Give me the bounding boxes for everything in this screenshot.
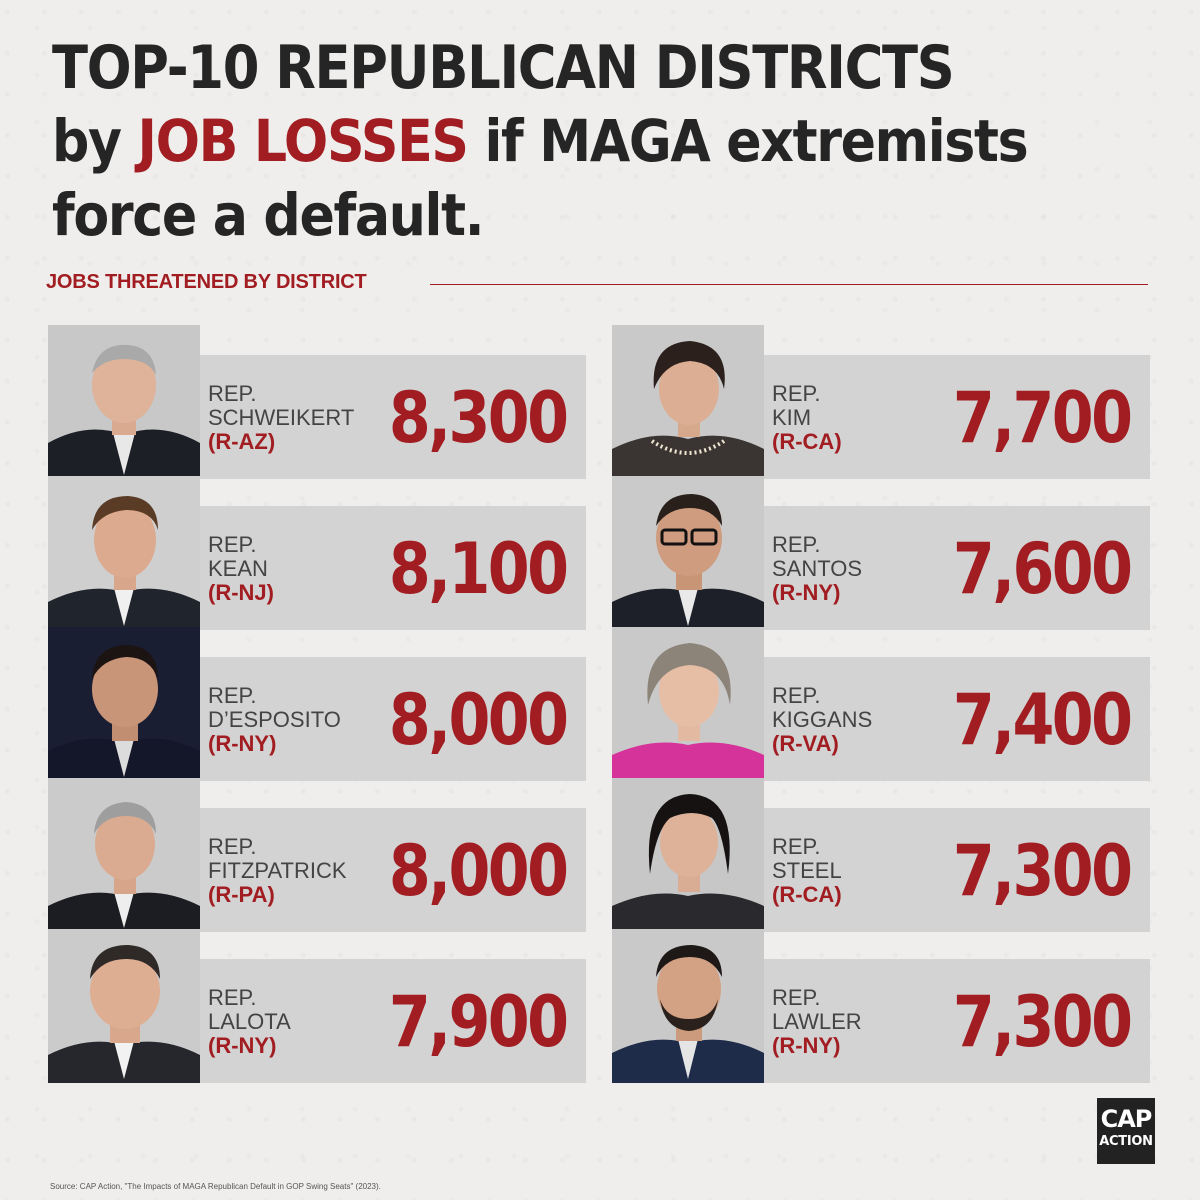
jobs-value: 7,400 (952, 679, 1132, 761)
rep-name: LAWLER (772, 1009, 862, 1034)
rep-name-block: REP. KEAN (R-NJ) (208, 533, 274, 605)
rep-party: (R-NY) (772, 1033, 841, 1058)
headline-line-2-suffix: if MAGA extremists (467, 107, 1028, 175)
portrait-santos-icon (612, 476, 764, 630)
rep-name-block: REP. FITZPATRICK (R-PA) (208, 835, 347, 907)
rep-party: (R-CA) (772, 429, 842, 454)
jobs-value: 7,900 (388, 981, 568, 1063)
logo-line-1: CAP (1100, 1105, 1153, 1133)
portrait-desposito-icon (48, 627, 200, 781)
rep-name-block: REP. LALOTA (R-NY) (208, 986, 291, 1058)
source-note: Source: CAP Action, "The Impacts of MAGA… (50, 1182, 381, 1191)
rep-name-block: REP. LAWLER (R-NY) (772, 986, 862, 1058)
rep-party: (R-PA) (208, 882, 275, 907)
rep-prefix: REP. (208, 834, 257, 859)
rep-name: KIGGANS (772, 707, 873, 732)
rep-prefix: REP. (208, 985, 257, 1010)
rep-card-kiggans: REP. KIGGANS (R-VA) 7,400 (612, 627, 1150, 781)
portrait-schweikert-icon (48, 325, 200, 479)
jobs-value: 8,100 (388, 528, 568, 610)
portrait-lalota-icon (48, 929, 200, 1083)
portrait-lawler-icon (612, 929, 764, 1083)
rep-prefix: REP. (208, 381, 257, 406)
rep-card-santos: REP. SANTOS (R-NY) 7,600 (612, 476, 1150, 630)
rep-name: STEEL (772, 858, 842, 883)
headline: TOP-10 REPUBLICAN DISTRICTS by JOB LOSSE… (52, 38, 1162, 260)
rep-prefix: REP. (208, 532, 257, 557)
rep-party: (R-AZ) (208, 429, 276, 454)
jobs-value: 8,300 (388, 377, 568, 459)
rep-name-block: REP. D’ESPOSITO (R-NY) (208, 684, 341, 756)
rep-prefix: REP. (772, 683, 821, 708)
jobs-value: 8,000 (388, 679, 568, 761)
rep-prefix: REP. (772, 532, 821, 557)
rep-prefix: REP. (772, 381, 821, 406)
portrait-kean-icon (48, 476, 200, 630)
cap-action-logo: CAP ACTION (1097, 1098, 1155, 1164)
headline-line-1: TOP-10 REPUBLICAN DISTRICTS (52, 33, 955, 103)
rep-prefix: REP. (772, 985, 821, 1010)
headline-line-2-prefix: by (52, 107, 138, 175)
rep-name-block: REP. SCHWEIKERT (R-AZ) (208, 382, 354, 454)
section-label: JOBS THREATENED BY DISTRICT (46, 271, 367, 293)
rep-card-kean: REP. KEAN (R-NJ) 8,100 (48, 476, 586, 630)
rep-prefix: REP. (772, 834, 821, 859)
rep-card-lawler: REP. LAWLER (R-NY) 7,300 (612, 929, 1150, 1083)
rep-party: (R-NY) (208, 731, 277, 756)
rep-party: (R-CA) (772, 882, 842, 907)
rep-name-block: REP. SANTOS (R-NY) (772, 533, 862, 605)
portrait-steel-icon (612, 778, 764, 932)
rep-name: D’ESPOSITO (208, 707, 341, 732)
rep-name: KIM (772, 405, 812, 430)
jobs-value: 7,300 (952, 981, 1132, 1063)
jobs-value: 7,700 (952, 377, 1132, 459)
rep-card-desposito: REP. D’ESPOSITO (R-NY) 8,000 (48, 627, 586, 781)
rep-name: KEAN (208, 556, 268, 581)
portrait-kiggans-icon (612, 627, 764, 781)
rep-name: SANTOS (772, 556, 863, 581)
headline-line-2: by JOB LOSSES if MAGA extremists (52, 112, 1051, 186)
rep-party: (R-NY) (772, 580, 841, 605)
portrait-kim-icon (612, 325, 764, 479)
rep-card-lalota: REP. LALOTA (R-NY) 7,900 (48, 929, 586, 1083)
jobs-value: 8,000 (388, 830, 568, 912)
rep-party: (R-NY) (208, 1033, 277, 1058)
rep-party: (R-VA) (772, 731, 839, 756)
rep-name: SCHWEIKERT (208, 405, 355, 430)
rep-name-block: REP. KIGGANS (R-VA) (772, 684, 872, 756)
jobs-value: 7,300 (952, 830, 1132, 912)
rep-card-fitzpatrick: REP. FITZPATRICK (R-PA) 8,000 (48, 778, 586, 932)
portrait-fitzpatrick-icon (48, 778, 200, 932)
rep-name: LALOTA (208, 1009, 291, 1034)
rep-card-kim: REP. KIM (R-CA) 7,700 (612, 325, 1150, 479)
rep-party: (R-NJ) (208, 580, 274, 605)
rep-name: FITZPATRICK (208, 858, 347, 883)
rep-name-block: REP. KIM (R-CA) (772, 382, 842, 454)
section-divider (430, 284, 1148, 285)
headline-accent: JOB LOSSES (137, 107, 469, 175)
logo-line-2: ACTION (1099, 1134, 1153, 1149)
headline-line-3: force a default. (52, 181, 485, 249)
rep-name-block: REP. STEEL (R-CA) (772, 835, 842, 907)
rep-card-steel: REP. STEEL (R-CA) 7,300 (612, 778, 1150, 932)
rep-prefix: REP. (208, 683, 257, 708)
rep-card-schweikert: REP. SCHWEIKERT (R-AZ) 8,300 (48, 325, 586, 479)
jobs-value: 7,600 (952, 528, 1132, 610)
